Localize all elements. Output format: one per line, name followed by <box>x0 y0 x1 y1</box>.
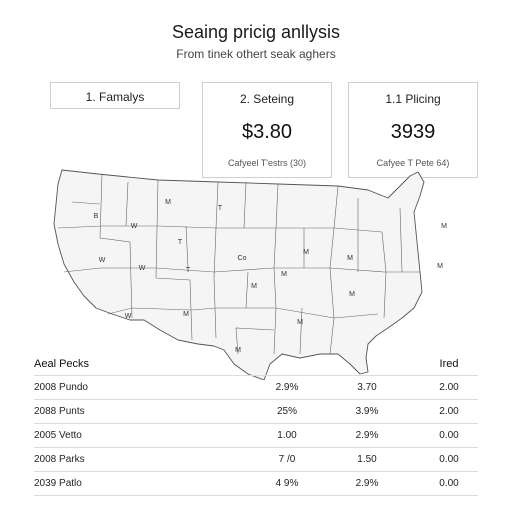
table-cell: 2088 Punts <box>34 406 85 417</box>
table-row: 2005 Vetto 1.00 2.9% 0.00 <box>34 424 478 448</box>
table-cell: 2.00 <box>439 406 459 417</box>
table-cell: 3.70 <box>357 382 377 393</box>
table-cell: 0.00 <box>439 430 459 441</box>
card-label: 1.1 Plicing <box>385 92 441 106</box>
state-label: M <box>183 311 189 318</box>
state-label: M <box>441 223 447 230</box>
state-label: M <box>281 271 287 278</box>
table-cell: 2.9% <box>355 478 379 489</box>
table-cell: 0.00 <box>439 454 459 465</box>
summary-card-families: 1. Famalys <box>50 82 180 109</box>
state-label: M <box>235 347 241 354</box>
state-label: M <box>437 263 443 270</box>
state-label: M <box>297 319 303 326</box>
state-label: T <box>218 205 223 212</box>
table-cell: 25% <box>276 406 297 417</box>
summary-card-setting: 2. Seteing $3.80 Cafyeel T'estrs (30) <box>202 82 332 178</box>
card-value: 3939 <box>390 121 436 143</box>
pricing-table: Aeal Pecks Ired 2008 Pundo 2.9% 3.70 2.0… <box>34 352 478 496</box>
table-row: 2088 Punts 25% 3.9% 2.00 <box>34 400 478 424</box>
card-label: 2. Seteing <box>239 92 295 106</box>
column-header: Aeal Pecks <box>34 358 90 370</box>
state-label: M <box>303 249 309 256</box>
state-label: W <box>139 265 146 272</box>
summary-card-pricing: 1.1 Plicing 3939 Cafyee T Pete 64) <box>348 82 478 178</box>
state-label: W <box>125 313 132 320</box>
table-cell: 2008 Pundo <box>34 382 88 393</box>
state-label: W <box>131 223 138 230</box>
column-header: Ired <box>439 358 459 370</box>
table-row: 2039 Patlo 4 9% 2.9% 0.00 <box>34 472 478 496</box>
state-label: Co <box>238 255 247 262</box>
state-label: T <box>178 239 183 246</box>
table-header-row: Aeal Pecks Ired <box>34 352 478 376</box>
table-row: 2008 Parks 7 /0 1.50 0.00 <box>34 448 478 472</box>
state-label: B <box>94 213 99 220</box>
page-subtitle: From tinek othert seak aghers <box>176 47 336 61</box>
page-title: Seaing pricig anllysis <box>171 22 341 42</box>
state-label: T <box>186 267 191 274</box>
card-label: 1. Famalys <box>85 90 145 104</box>
table-cell: 1.50 <box>357 454 377 465</box>
state-label: M <box>349 291 355 298</box>
table-cell: 1.00 <box>277 430 297 441</box>
state-label: W <box>99 257 106 264</box>
table-cell: 7 /0 <box>278 454 296 465</box>
table-cell: 2005 Vetto <box>34 430 82 441</box>
table-cell: 2.00 <box>439 382 459 393</box>
table-cell: 2039 Patlo <box>34 478 82 489</box>
state-label: M <box>251 283 257 290</box>
card-note: Cafyeel T'estrs (30) <box>227 158 307 168</box>
card-note: Cafyee T Pete 64) <box>376 158 450 168</box>
table-cell: 4 9% <box>275 478 299 489</box>
table-cell: 0.00 <box>439 478 459 489</box>
table-cell: 3.9% <box>355 406 379 417</box>
us-map: M W T W W W Co M M M T B T M M M M M M M <box>53 169 447 380</box>
state-label: M <box>347 255 353 262</box>
table-cell: 2008 Parks <box>34 454 85 465</box>
card-value: $3.80 <box>241 121 293 143</box>
map-outline <box>53 169 425 380</box>
table-cell: 2.9% <box>275 382 299 393</box>
table-cell: 2.9% <box>355 430 379 441</box>
table-row: 2008 Pundo 2.9% 3.70 2.00 <box>34 376 478 400</box>
state-label: M <box>165 199 171 206</box>
